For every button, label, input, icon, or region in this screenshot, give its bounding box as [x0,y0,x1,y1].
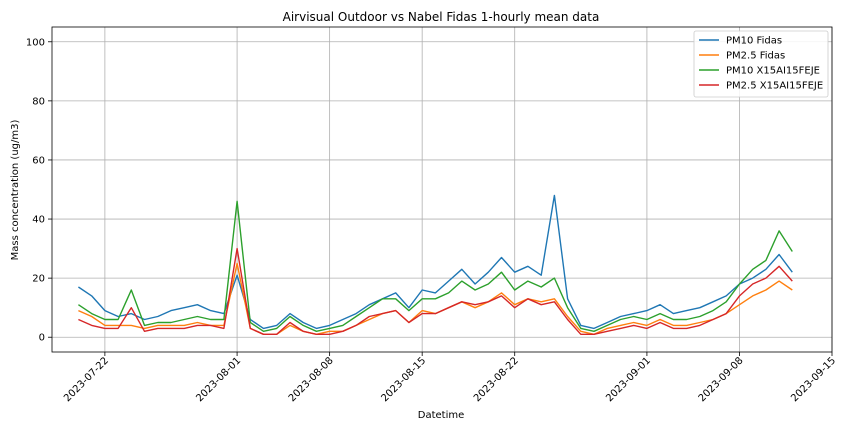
y-tick-label: 0 [39,333,45,344]
y-axis-label: Mass concentration (ug/m3) [10,120,21,261]
grid-lines [52,27,833,352]
x-axis-label: Datetime [418,410,465,421]
series-lines [78,194,793,335]
y-tick-label: 100 [26,37,45,48]
legend-label: PM10 Fidas [726,36,782,47]
legend-box [693,30,829,98]
y-tick-label: 20 [32,274,45,285]
y-axis-ticks: 0 20 40 60 80 100 [26,37,52,344]
y-tick-label: 40 [32,215,45,226]
chart-title: Airvisual Outdoor vs Nabel Fidas 1-hourl… [283,10,600,24]
series-line [78,247,793,335]
legend-label: PM2.5 X15AI15FEJE [726,81,823,92]
legend: PM10 Fidas PM2.5 Fidas PM10 X15AI15FEJE PM2… [693,30,829,98]
legend-label: PM10 X15AI15FEJE [726,66,820,77]
y-tick-label: 80 [32,96,45,107]
y-tick-label: 60 [32,155,45,166]
series-line [78,200,793,332]
legend-label: PM2.5 Fidas [726,51,785,62]
series-line [78,194,793,330]
plot-frame [51,26,833,353]
